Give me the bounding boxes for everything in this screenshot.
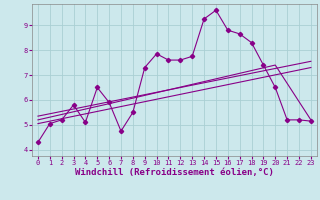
X-axis label: Windchill (Refroidissement éolien,°C): Windchill (Refroidissement éolien,°C) (75, 168, 274, 177)
